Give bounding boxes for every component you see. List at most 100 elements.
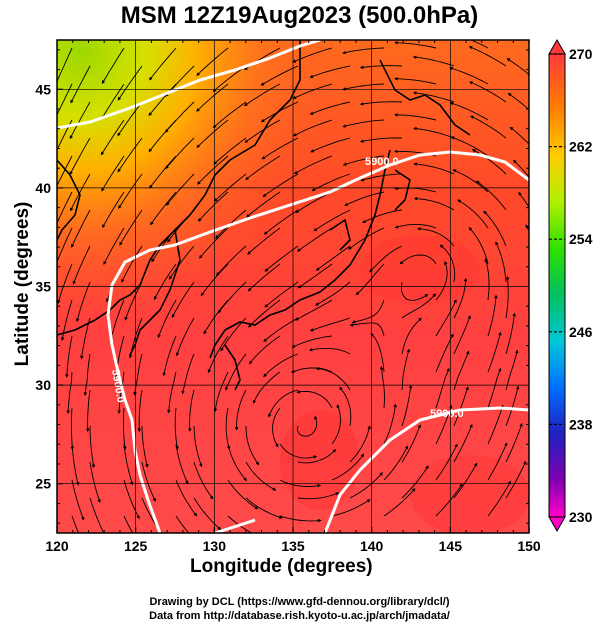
streamline [123, 515, 134, 533]
streamline [313, 209, 351, 232]
streamline [234, 389, 247, 431]
streamline [263, 353, 299, 378]
streamline [162, 335, 177, 377]
streamline [439, 244, 456, 283]
streamline [101, 47, 125, 85]
streamline [57, 263, 73, 304]
streamline [71, 479, 85, 521]
colorbar-tick-label: 254 [569, 231, 593, 247]
streamline [471, 149, 507, 175]
streamline [469, 40, 489, 49]
streamline [487, 331, 502, 373]
streamline [196, 83, 229, 112]
streamline [506, 58, 529, 76]
colorbar-tick-label: 246 [569, 324, 593, 340]
streamline [264, 281, 299, 308]
streamline [197, 191, 229, 222]
colorbar-scale [548, 53, 566, 518]
chart-title: MSM 12Z19Aug2023 (500.0hPa) [120, 2, 479, 29]
streamline [339, 386, 352, 427]
streamline [101, 155, 125, 192]
streamline [457, 199, 489, 229]
streamline [331, 404, 341, 445]
contour-label: 5900.0 [109, 368, 127, 403]
streamline [141, 425, 149, 468]
streamline [187, 389, 195, 432]
colorbar-tick-label: 270 [569, 46, 593, 62]
streamline [484, 258, 490, 301]
streamline [117, 65, 143, 101]
streamline [344, 191, 385, 206]
streamline [360, 173, 403, 182]
streamline [383, 488, 416, 517]
credit-drawing: Drawing by DCL (https://www.gfd-dennou.o… [149, 596, 450, 608]
y-tick-label: 35 [35, 279, 51, 295]
streamline [435, 483, 463, 517]
x-axis-ticks: 120 125 130 135 140 145 150 [45, 40, 541, 554]
streamlines [57, 40, 548, 533]
streamline [244, 119, 281, 143]
streamline [291, 335, 333, 348]
streamline [293, 155, 333, 175]
streamline [394, 223, 437, 229]
streamline [102, 191, 125, 229]
streamline [359, 137, 403, 143]
streamline [349, 472, 384, 499]
colorbar-top-arrow [548, 38, 566, 55]
contour-label: 5900.0 [365, 156, 399, 168]
streamline [167, 371, 177, 414]
streamline [103, 227, 125, 266]
streamline [80, 317, 91, 360]
streamline [227, 515, 253, 533]
streamline [165, 137, 195, 170]
streamline [290, 367, 333, 374]
streamline [245, 155, 281, 180]
streamline [196, 119, 229, 149]
streamline [65, 335, 73, 378]
streamline [227, 479, 259, 510]
streamline [149, 155, 177, 189]
streamline [309, 101, 351, 115]
streamline [394, 40, 437, 49]
streamline [207, 335, 229, 374]
streamline [119, 209, 143, 246]
streamline [535, 260, 540, 300]
streamline [123, 407, 127, 451]
streamline [359, 101, 403, 106]
streamline [308, 347, 351, 355]
streamline [401, 465, 429, 499]
streamline [331, 453, 365, 481]
streamline [70, 407, 75, 451]
streamline [449, 101, 489, 121]
streamline [100, 119, 125, 156]
streamline [351, 299, 385, 324]
streamline [123, 443, 134, 486]
streamline [399, 254, 437, 265]
streamline [57, 155, 73, 187]
streamline [540, 332, 548, 372]
streamline [225, 353, 247, 391]
streamline [181, 353, 195, 395]
streamline [413, 162, 455, 175]
streamline [297, 263, 333, 289]
streamline [260, 65, 299, 86]
streamline [175, 479, 198, 517]
x-tick-label: 150 [517, 538, 541, 554]
streamline [401, 424, 421, 463]
streamline [279, 479, 322, 488]
streamline [263, 209, 299, 235]
streamline [394, 113, 437, 121]
streamline [342, 119, 385, 128]
streamline [57, 227, 73, 267]
streamline [331, 499, 371, 517]
streamline [245, 461, 277, 491]
streamline [315, 367, 351, 391]
streamline [487, 404, 504, 445]
streamline [196, 47, 229, 76]
streamline [263, 317, 299, 342]
streamline [89, 497, 105, 533]
streamline [296, 415, 318, 437]
warm-patch [410, 455, 529, 533]
x-tick-label: 130 [203, 538, 227, 554]
streamline [453, 386, 469, 427]
